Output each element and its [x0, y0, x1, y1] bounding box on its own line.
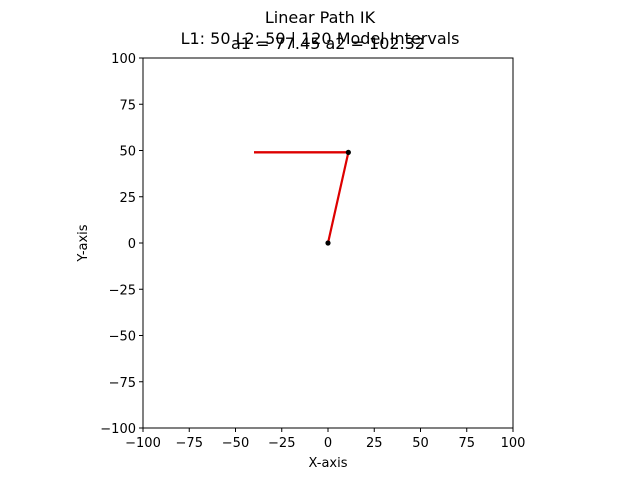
- x-axis-label: X-axis: [309, 456, 348, 471]
- y-tick-label: −100: [100, 422, 136, 437]
- axes-frame: [142, 57, 514, 429]
- chart-title-line-2: L1: 50 L2: 50 | 120 Model Intervals: [181, 29, 460, 48]
- x-tick-label: −50: [222, 436, 249, 451]
- plot-area: [254, 149, 351, 246]
- x-tick-label: 50: [412, 436, 429, 451]
- x-tick-label: 25: [366, 436, 383, 451]
- y-tick-label: −25: [109, 283, 136, 298]
- joint-point: [345, 149, 351, 155]
- y-tick-label: −75: [109, 376, 136, 391]
- arm-links-line: [254, 151, 350, 244]
- y-tick-label: 25: [119, 191, 136, 206]
- x-tick-label: 0: [324, 436, 332, 451]
- y-tick-label: 75: [119, 98, 136, 113]
- y-tick-label: −50: [109, 330, 136, 345]
- y-axis-label: Y-axis: [76, 224, 91, 262]
- chart-title-line-1: Linear Path IK: [265, 8, 376, 27]
- x-tick-label: 100: [501, 436, 526, 451]
- y-tick-label: 100: [111, 52, 136, 67]
- chart-subtitle-angles: a1 = 77.45 a2 = 102.32: [231, 34, 425, 53]
- x-tick-label: −100: [125, 436, 161, 451]
- y-tick-label: 50: [119, 145, 136, 160]
- joint-point: [325, 240, 331, 246]
- y-tick-label: 0: [128, 237, 136, 252]
- x-tick-label: −75: [176, 436, 203, 451]
- axis-ticks: −100 −75 −50 −25 0 25 50 75 100 −100 −75 −50 −25 0 25 5…: [100, 52, 525, 451]
- x-tick-label: −25: [268, 436, 295, 451]
- x-tick-label: 75: [458, 436, 475, 451]
